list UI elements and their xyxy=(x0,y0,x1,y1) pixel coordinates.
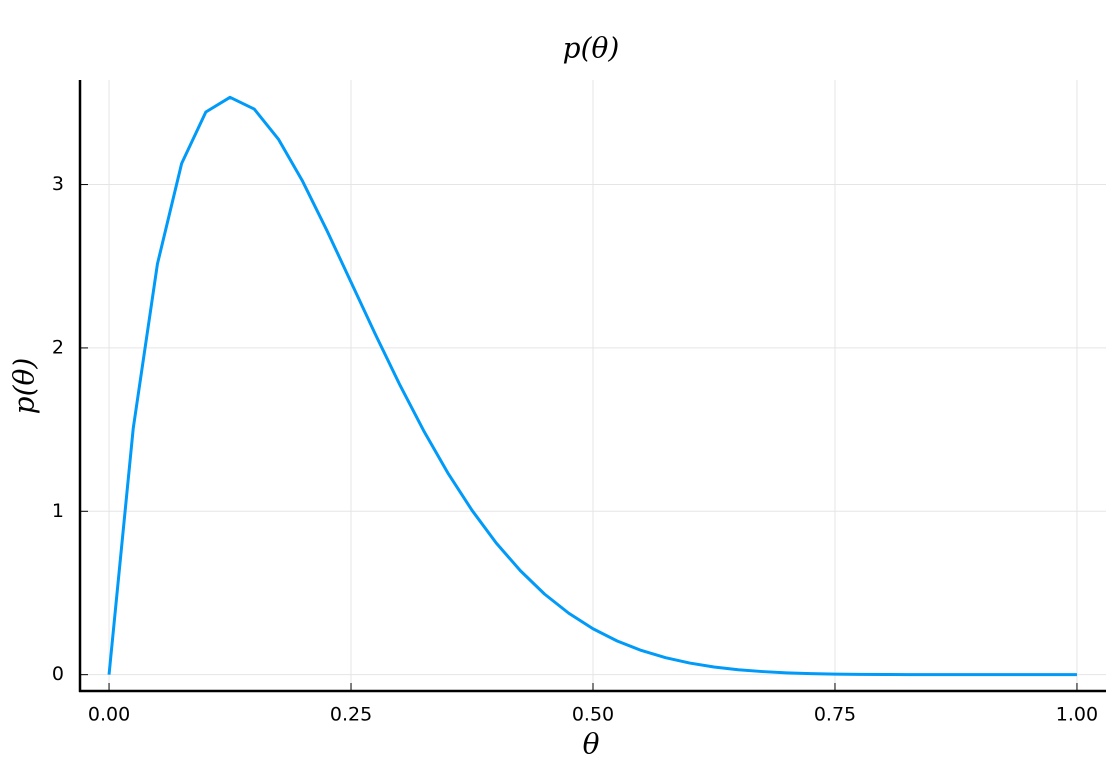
y-tick-label: 0 xyxy=(52,663,64,685)
x-tick-label: 0.50 xyxy=(572,704,614,726)
y-tick-label: 2 xyxy=(52,336,64,358)
data-line xyxy=(107,95,1077,677)
x-tick-label: 0.25 xyxy=(330,704,372,726)
y-tick-label: 1 xyxy=(52,500,64,522)
y-axis-label: p(θ) xyxy=(8,358,41,415)
y-tick-label: 3 xyxy=(52,173,64,195)
x-tick-label: 0.00 xyxy=(88,704,130,726)
x-axis-label: θ xyxy=(583,728,600,761)
chart-title: p(θ) xyxy=(563,32,620,65)
x-tick-label: 1.00 xyxy=(1056,704,1098,726)
x-tick-label: 0.75 xyxy=(814,704,856,726)
